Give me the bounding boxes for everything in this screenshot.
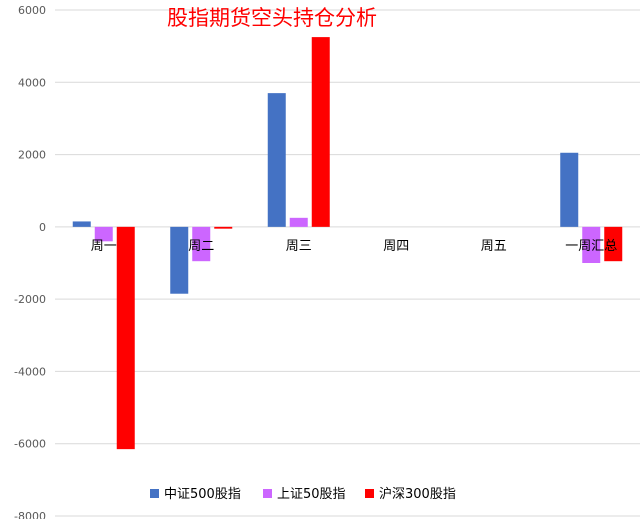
category-label: 周二 — [188, 239, 214, 254]
bars — [72, 37, 623, 450]
gridlines — [55, 9, 640, 517]
bar — [170, 226, 189, 294]
legend-swatch — [263, 489, 272, 498]
bar — [116, 226, 135, 450]
category-labels: 周一 周二 周三 周四 周五 一周汇总 — [91, 239, 618, 254]
legend-swatch — [150, 489, 159, 498]
y-tick-label: -8000 — [14, 510, 46, 519]
bar — [267, 93, 286, 227]
bar — [289, 217, 308, 227]
legend: 中证500股指 上证50股指 沪深300股指 — [150, 486, 456, 502]
y-tick-label: 4000 — [18, 76, 46, 89]
category-label: 周一 — [91, 239, 117, 254]
y-tick-label: -6000 — [14, 438, 46, 451]
category-label: 周四 — [383, 239, 409, 254]
bar — [311, 37, 330, 227]
y-tick-label: 0 — [39, 221, 46, 234]
bar — [560, 152, 579, 227]
y-tick-label: -4000 — [14, 365, 46, 378]
bar — [94, 226, 113, 242]
legend-swatch — [365, 489, 374, 498]
category-label: 周五 — [481, 239, 507, 254]
bar — [214, 226, 233, 229]
bar — [192, 226, 211, 262]
y-tick-label: -2000 — [14, 293, 46, 306]
y-tick-label: 6000 — [18, 4, 46, 17]
category-label: 一周汇总 — [565, 239, 617, 254]
category-label: 周三 — [286, 239, 312, 254]
bar — [604, 226, 623, 262]
bar — [72, 221, 91, 227]
chart-title: 股指期货空头持仓分析 — [167, 6, 377, 30]
y-tick-label: 2000 — [18, 149, 46, 162]
legend-label: 上证50股指 — [277, 487, 346, 502]
y-axis-ticks: 6000 4000 2000 0 -2000 -4000 -6000 -8000 — [14, 4, 46, 519]
legend-label: 中证500股指 — [164, 487, 241, 502]
legend-label: 沪深300股指 — [379, 486, 456, 502]
bar — [582, 226, 601, 263]
